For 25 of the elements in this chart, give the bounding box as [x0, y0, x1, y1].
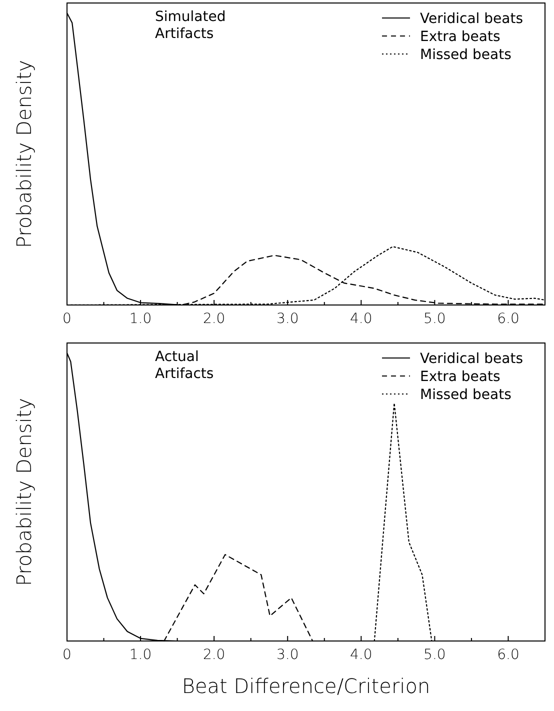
chart-title: Actual Artifacts	[155, 349, 214, 382]
x-tick-label: 5.0	[424, 647, 446, 663]
x-tick-label: 1.0	[129, 647, 152, 663]
y-axis-title: Probability Density	[12, 398, 36, 586]
x-tick-label: 4.0	[350, 311, 372, 327]
y-axis-title: Probability Density	[12, 60, 36, 248]
x-tick-label: 3.0	[276, 647, 299, 663]
legend-label: Extra beats	[420, 369, 500, 385]
x-tick-label: 3.0	[276, 311, 299, 327]
legend-label: Missed beats	[420, 47, 512, 63]
x-tick-label: 2.0	[202, 311, 226, 327]
x-axis-title: Beat Difference/Criterion	[182, 674, 430, 698]
x-tick-label: 1.0	[129, 311, 152, 327]
x-tick-label: 0	[62, 647, 72, 663]
x-tick-label: 2.0	[202, 647, 226, 663]
legend-label: Veridical beats	[420, 11, 524, 27]
x-tick-label: 0	[62, 311, 72, 327]
x-tick-label: 6.0	[497, 647, 520, 663]
x-tick-label: 6.0	[497, 311, 520, 327]
x-tick-label: 4.0	[350, 647, 372, 663]
legend-label: Veridical beats	[420, 351, 524, 367]
chart-title: Simulated Artifacts	[155, 9, 226, 42]
legend-label: Extra beats	[420, 29, 500, 45]
x-tick-label: 5.0	[424, 311, 446, 327]
legend-label: Missed beats	[420, 387, 512, 403]
